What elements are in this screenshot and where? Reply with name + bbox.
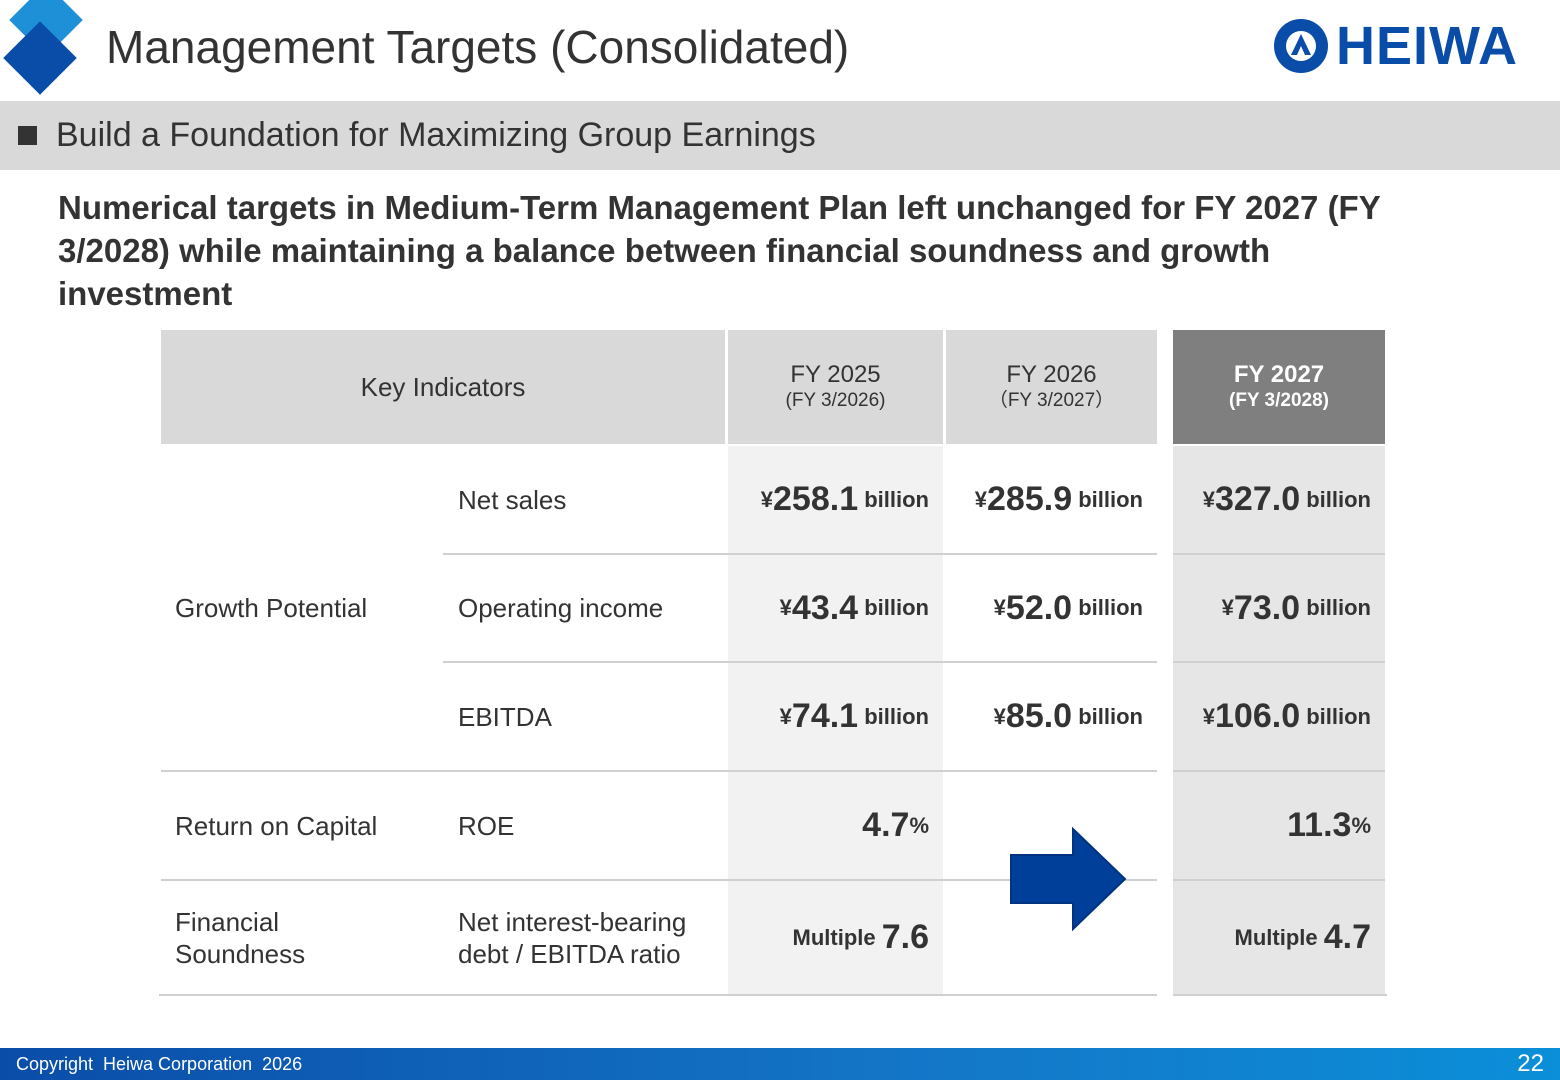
currency-symbol: ¥ [1221,595,1234,620]
value-operating-income-fy2026: ¥52.0 billion [946,555,1157,661]
value-roe-fy2027: 11.3% [1173,772,1385,879]
lead-statement: Numerical targets in Medium-Term Managem… [58,189,1381,312]
currency-symbol: ¥ [779,595,792,620]
value-ebitda-fy2025: ¥74.1 billion [728,663,943,770]
value-number: 106.0 [1215,697,1301,735]
indicator-net-sales: Net sales [458,485,567,515]
indicator-debt-ebitda-ratio: Net interest-bearing debt / EBITDA ratio [458,906,687,969]
row-divider [159,994,1157,996]
header-fy2027-main: FY 2027 [1233,361,1325,388]
indicator-ebitda: EBITDA [458,702,552,732]
value-debt-ratio-fy2025: Multiple 7.6 [728,881,943,994]
value-unit: billion [1072,595,1143,620]
square-bullet-icon [18,126,37,145]
header-fy2027-sub: (FY 3/2028) [1229,390,1329,411]
value-unit: billion [858,595,929,620]
value-unit: % [1351,812,1371,838]
row-divider [443,661,1157,663]
indicator-operating-income: Operating income [458,593,664,623]
heiwa-logo: HEIWA [1272,18,1518,74]
row-divider [1173,879,1385,881]
currency-symbol: ¥ [760,486,774,512]
value-unit: % [909,812,929,838]
value-number: 43.4 [791,588,859,627]
currency-symbol: ¥ [974,486,988,512]
value-number: 73.0 [1233,588,1301,627]
value-ebitda-fy2026: ¥85.0 billion [946,663,1157,770]
value-net-sales-fy2027: ¥327.0 billion [1173,446,1385,553]
value-net-sales-fy2025: ¥258.1 billion [728,446,943,553]
logo-wordmark: HEIWA [1336,16,1519,76]
header-fy2025: FY 2025 (FY 3/2026) [728,330,943,444]
value-number: 85.0 [1005,697,1073,735]
value-unit: billion [1300,595,1371,620]
fy2027-column-bg [1173,446,1385,995]
section-heading: Build a Foundation for Maximizing Group … [56,116,816,154]
indicator-roe: ROE [458,810,515,841]
header-key-indicators: Key Indicators [161,330,725,444]
fy2025-column-bg [728,446,943,995]
group-return-on-capital: Return on Capital [175,810,378,841]
currency-symbol: ¥ [993,703,1006,729]
row-divider [161,879,1157,881]
value-number: 327.0 [1215,480,1301,518]
page-title: Management Targets (Consolidated) [106,21,850,73]
group-financial-soundness: Financial Soundness [175,906,306,969]
header-fy2027: FY 2027 (FY 3/2028) [1173,330,1385,444]
value-net-sales-fy2026: ¥285.9 billion [946,446,1157,553]
value-number: 11.3 [1287,806,1352,844]
footer-bar: Copyright Heiwa Corporation 2026 22 [0,1048,1560,1080]
heiwa-emblem-icon [1274,19,1328,73]
header-fy2025-sub: (FY 3/2026) [785,390,886,411]
value-unit: billion [1072,703,1143,729]
row-divider [1173,770,1385,772]
value-debt-ratio-fy2027: Multiple 4.7 [1173,881,1385,994]
header-key-indicators-label: Key Indicators [360,372,526,402]
header-fy2025-main: FY 2025 [790,361,881,388]
value-prefix: Multiple [1234,924,1324,950]
value-number: 74.1 [791,697,859,735]
currency-symbol: ¥ [779,703,792,729]
value-unit: billion [858,486,929,512]
page-number: 22 [1517,1050,1544,1077]
value-ebitda-fy2027: ¥106.0 billion [1173,663,1385,770]
row-divider [161,770,1157,772]
value-number: 4.7 [862,806,910,844]
value-prefix: Multiple [792,924,882,950]
currency-symbol: ¥ [993,595,1006,620]
value-number: 7.6 [881,918,929,956]
row-divider [1173,994,1387,996]
value-unit: billion [1300,486,1371,512]
header-fy2026-sub: （FY 3/2027） [988,390,1115,411]
section-band: Build a Foundation for Maximizing Group … [0,101,1560,170]
row-divider [1173,661,1385,663]
value-operating-income-fy2027: ¥73.0 billion [1173,555,1385,661]
value-operating-income-fy2025: ¥43.4 billion [728,555,943,661]
header-fy2026-main: FY 2026 [1006,361,1097,388]
value-number: 258.1 [773,480,859,518]
header-fy2026: FY 2026 （FY 3/2027） [946,330,1157,444]
value-number: 285.9 [987,480,1073,518]
copyright-text: Copyright Heiwa Corporation 2026 [16,1054,303,1074]
currency-symbol: ¥ [1202,486,1216,512]
currency-symbol: ¥ [1202,703,1216,729]
value-unit: billion [858,703,929,729]
value-number: 52.0 [1005,588,1073,627]
value-roe-fy2025: 4.7% [728,772,943,879]
value-unit: billion [1072,486,1143,512]
value-number: 4.7 [1323,918,1371,956]
value-unit: billion [1300,703,1371,729]
row-divider [1173,553,1385,555]
right-arrow-icon [1010,826,1127,932]
row-divider [443,553,1157,555]
group-growth-potential: Growth Potential [175,593,368,623]
